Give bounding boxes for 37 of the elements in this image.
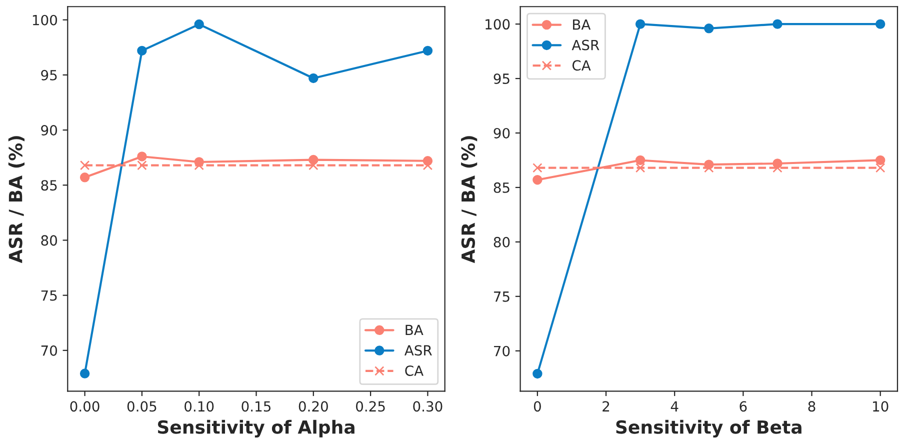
x-tick-label: 8 (808, 401, 816, 412)
y-tick-label: 85 (41, 180, 57, 191)
y-axis-title: ASR / BA (%) (461, 136, 478, 264)
legend-label: BA (406, 324, 424, 336)
y-tick-label: 100 (486, 19, 510, 30)
x-tick-label: 0.10 (184, 401, 214, 412)
y-tick-label: 100 (32, 14, 58, 26)
y-tick-label: 75 (41, 290, 57, 301)
y-tick-label: 85 (494, 182, 510, 193)
x-tick-label: 2 (602, 401, 610, 412)
x-tick-label: 0.05 (127, 401, 156, 412)
x-axis-title: Sensitivity of Alpha (158, 420, 354, 438)
y-tick-label: 70 (494, 346, 510, 356)
x-tick-label: 6 (740, 401, 747, 412)
y-tick-label: 75 (494, 292, 510, 302)
x-tick-label: 0.20 (298, 401, 328, 412)
x-tick-label: 10 (873, 401, 888, 412)
y-tick-label: 90 (41, 125, 58, 136)
legend-label: ASR (572, 40, 600, 50)
legend-label: ASR (404, 345, 432, 356)
x-tick-label: 0.30 (413, 401, 442, 412)
y-tick-label: 90 (494, 128, 510, 138)
x-axis-title: Sensitivity of Beta (616, 420, 802, 438)
x-tick-label: 0.25 (356, 401, 385, 412)
x-tick-label: 0.15 (242, 401, 270, 412)
y-tick-label: 95 (41, 70, 57, 80)
x-tick-label: 4 (670, 401, 678, 412)
legend-label: CA (405, 365, 424, 376)
y-tick-label: 80 (494, 236, 510, 248)
y-tick-label: 80 (41, 235, 58, 246)
y-tick-label: 95 (494, 73, 510, 84)
legend-label: BA (573, 20, 591, 30)
x-tick-label: 0 (534, 401, 541, 412)
legend-label: CA (572, 60, 591, 71)
y-axis-title: ASR / BA (%) (8, 136, 24, 264)
y-tick-label: 70 (41, 345, 58, 356)
x-tick-label: 0.00 (70, 401, 100, 412)
